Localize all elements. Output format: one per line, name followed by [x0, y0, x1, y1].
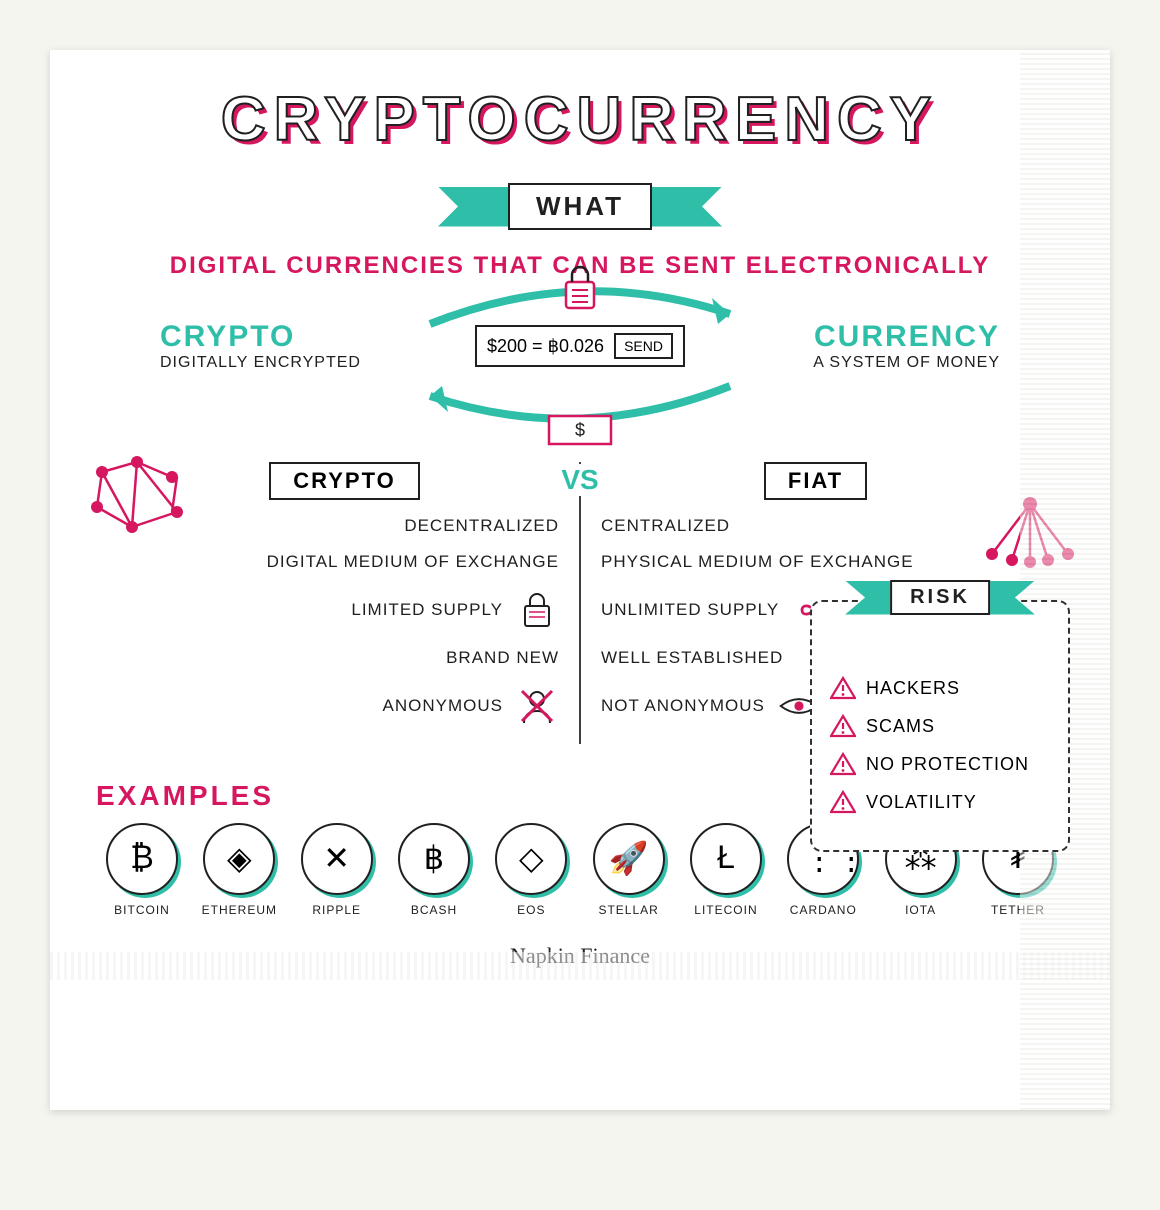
send-button[interactable]: SEND	[614, 333, 673, 359]
list-item: LIMITED SUPPLY	[130, 588, 559, 632]
list-item: DIGITAL MEDIUM OF EXCHANGE	[130, 552, 559, 572]
coin-icon: ✕	[301, 823, 373, 895]
coin-label: STELLAR	[583, 903, 675, 917]
coin-label: EOS	[485, 903, 577, 917]
lock-icon	[558, 260, 602, 312]
currency-head: CURRENCY	[700, 320, 1000, 354]
coin-eos: ◇ EOS	[485, 823, 577, 917]
napkin-canvas: CRYPTOCURRENCY WHAT DIGITAL CURRENCIES T…	[50, 50, 1110, 1110]
coin-icon: ₿	[106, 823, 178, 895]
dollar-bill-icon: $	[545, 410, 615, 450]
coin-bcash: ฿ BCASH	[388, 823, 480, 917]
what-banner-label: WHAT	[508, 183, 652, 230]
currency-definition: CURRENCY A SYSTEM OF MONEY	[700, 320, 1000, 372]
exchange-text: $200 = ฿0.026	[487, 336, 604, 357]
coin-icon: Ł	[690, 823, 762, 895]
padlock-icon	[515, 588, 559, 632]
coin-icon: ฿	[398, 823, 470, 895]
crypto-tag: CRYPTO	[269, 462, 419, 500]
coin-label: LITECOIN	[680, 903, 772, 917]
risk-item: SCAMS	[830, 714, 1050, 738]
anonymous-icon	[515, 684, 559, 728]
ribbon-left-icon	[438, 187, 518, 227]
network-icon	[82, 452, 192, 542]
coin-ripple: ✕ RIPPLE	[291, 823, 383, 917]
coin-icon: ◈	[203, 823, 275, 895]
coin-label: CARDANO	[777, 903, 869, 917]
what-banner: WHAT	[90, 183, 1070, 230]
list-item: ANONYMOUS	[130, 684, 559, 728]
risk-item: VOLATILITY	[830, 790, 1050, 814]
hub-icon	[980, 492, 1080, 572]
currency-sub: A SYSTEM OF MONEY	[700, 354, 1000, 372]
exchange-box: $200 = ฿0.026 SEND	[475, 325, 685, 367]
coin-icon: ◇	[495, 823, 567, 895]
crypto-head: CRYPTO	[160, 320, 460, 354]
list-item: CENTRALIZED	[601, 516, 1030, 536]
coin-label: IOTA	[875, 903, 967, 917]
crypto-sub: DIGITALLY ENCRYPTED	[160, 354, 460, 372]
coin-stellar: 🚀 STELLAR	[583, 823, 675, 917]
fiat-tag: FIAT	[764, 462, 867, 500]
crypto-definition: CRYPTO DIGITALLY ENCRYPTED	[160, 320, 460, 372]
page-title: CRYPTOCURRENCY	[90, 84, 1070, 155]
warning-icon	[830, 714, 856, 738]
coin-bitcoin: ₿ BITCOIN	[96, 823, 188, 917]
warning-icon	[830, 790, 856, 814]
coin-ethereum: ◈ ETHEREUM	[193, 823, 285, 917]
definition-split: CRYPTO DIGITALLY ENCRYPTED $200 = ฿0.026…	[160, 320, 1000, 372]
coin-label: RIPPLE	[291, 903, 383, 917]
coin-litecoin: Ł LITECOIN	[680, 823, 772, 917]
risk-item: NO PROTECTION	[830, 752, 1050, 776]
warning-icon	[830, 676, 856, 700]
coin-label: BCASH	[388, 903, 480, 917]
risk-item: HACKERS	[830, 676, 1050, 700]
coin-label: TETHER	[972, 903, 1064, 917]
list-item: PHYSICAL MEDIUM OF EXCHANGE	[601, 552, 1030, 572]
ribbon-right-icon	[642, 187, 722, 227]
coin-icon: 🚀	[593, 823, 665, 895]
vs-label: VS	[557, 464, 602, 496]
coin-label: ETHEREUM	[193, 903, 285, 917]
list-item: DECENTRALIZED	[130, 516, 559, 536]
napkin-fold-texture	[50, 952, 1110, 980]
risk-banner: RISK	[845, 580, 1035, 615]
risk-box: RISK HACKERS SCAMS NO PROTECTION VOLATIL…	[810, 600, 1070, 852]
warning-icon	[830, 752, 856, 776]
svg-text:$: $	[575, 420, 585, 440]
list-item: BRAND NEW	[130, 648, 559, 668]
risk-banner-label: RISK	[890, 580, 990, 615]
coin-label: BITCOIN	[96, 903, 188, 917]
